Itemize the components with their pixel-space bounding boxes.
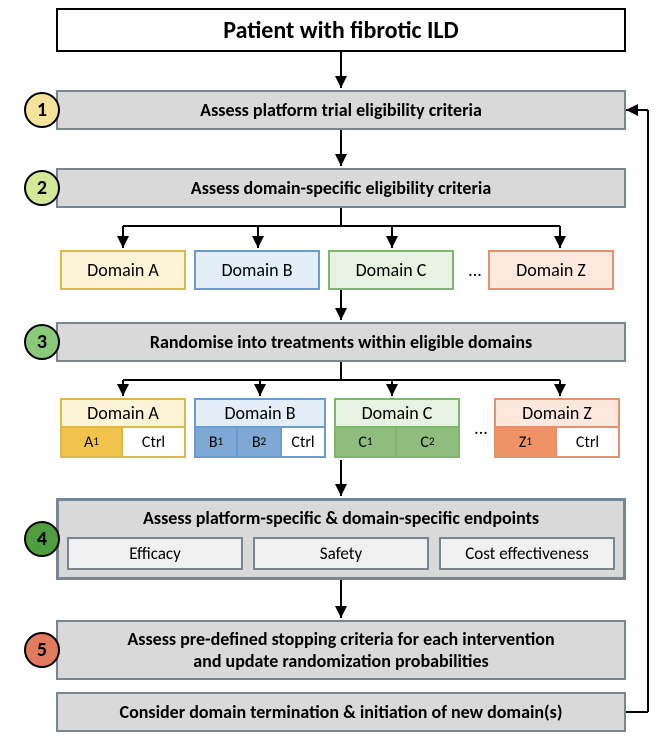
endpoint-cell: Efficacy [67, 537, 243, 570]
treatment-cells: C1C2 [334, 428, 460, 458]
step-6-box: Consider domain termination & initiation… [56, 692, 626, 732]
treatment-group: Domain ZZ1Ctrl [494, 398, 620, 458]
flowchart-canvas: Patient with fibrotic ILD 1 2 3 4 5 Asse… [0, 0, 668, 754]
step-4-num: 4 [37, 527, 47, 551]
step-5-circle: 5 [24, 632, 60, 668]
step-4-label: Assess platform-specific & domain-specif… [59, 501, 623, 537]
title-text: Patient with fibrotic ILD [223, 16, 458, 45]
step-3-num: 3 [37, 330, 47, 354]
domain-row-2: Domain AA1CtrlDomain BB1B2CtrlDomain CC1… [60, 398, 620, 458]
domain-cell: Domain B [194, 250, 320, 290]
step-3-label: Randomise into treatments within eligibl… [150, 331, 532, 353]
treatment-cell: Ctrl [123, 428, 186, 458]
treatment-group: Domain CC1C2 [334, 398, 460, 458]
endpoint-cell: Cost effectiveness [439, 537, 615, 570]
domain-cell: Domain Z [488, 250, 614, 290]
treatment-cell: Z1 [494, 428, 557, 458]
treatment-header: Domain B [194, 398, 326, 428]
domain-row-1: Domain ADomain BDomain C...Domain Z [60, 250, 614, 290]
endpoint-row: Efficacy Safety Cost effectiveness [59, 537, 623, 578]
domain-cell: Domain A [60, 250, 186, 290]
treatment-cells: Z1Ctrl [494, 428, 620, 458]
ellipsis: ... [468, 417, 494, 439]
treatment-group: Domain BB1B2Ctrl [194, 398, 326, 458]
treatment-cells: A1Ctrl [60, 428, 186, 458]
treatment-header: Domain Z [494, 398, 620, 428]
step-5-box: Assess pre-defined stopping criteria for… [56, 620, 626, 680]
step-5-label-2: and update randomization probabilities [193, 650, 488, 673]
treatment-cell: B1 [194, 428, 238, 458]
endpoint-cell: Safety [253, 537, 429, 570]
step-5-label-1: Assess pre-defined stopping criteria for… [127, 628, 554, 651]
step-3-box: Randomise into treatments within eligibl… [56, 322, 626, 362]
step-2-box: Assess domain-specific eligibility crite… [56, 168, 626, 208]
step-2-label: Assess domain-specific eligibility crite… [191, 177, 491, 199]
treatment-cell: Ctrl [557, 428, 620, 458]
domain-cell: Domain C [328, 250, 454, 290]
treatment-header: Domain A [60, 398, 186, 428]
treatment-cell: C1 [334, 428, 397, 458]
step-1-num: 1 [37, 98, 47, 122]
step-5-num: 5 [37, 638, 47, 662]
treatment-group: Domain AA1Ctrl [60, 398, 186, 458]
treatment-cell: B2 [238, 428, 282, 458]
step-1-box: Assess platform trial eligibility criter… [56, 90, 626, 130]
ellipsis: ... [462, 259, 488, 281]
treatment-cell: Ctrl [282, 428, 326, 458]
step-4-box: Assess platform-specific & domain-specif… [56, 498, 626, 580]
treatment-cell: A1 [60, 428, 123, 458]
step-1-circle: 1 [24, 92, 60, 128]
step-2-circle: 2 [24, 170, 60, 206]
step-6-label: Consider domain termination & initiation… [120, 701, 563, 723]
treatment-header: Domain C [334, 398, 460, 428]
title-box: Patient with fibrotic ILD [56, 8, 626, 52]
step-4-circle: 4 [24, 521, 60, 557]
treatment-cell: C2 [397, 428, 460, 458]
step-2-num: 2 [37, 176, 47, 200]
treatment-cells: B1B2Ctrl [194, 428, 326, 458]
step-1-label: Assess platform trial eligibility criter… [200, 99, 482, 121]
step-3-circle: 3 [24, 324, 60, 360]
